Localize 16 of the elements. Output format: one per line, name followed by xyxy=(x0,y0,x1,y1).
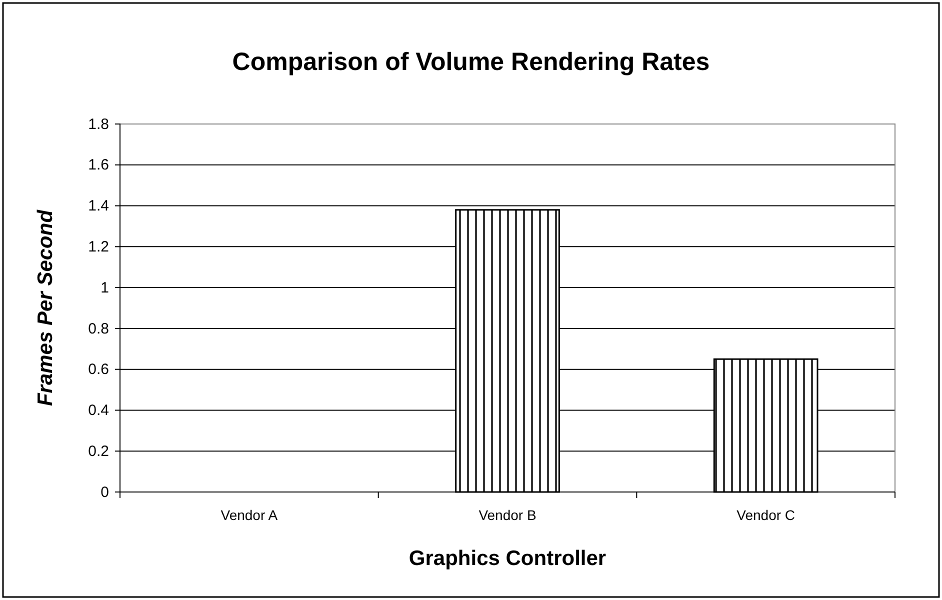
x-tick-label: Vendor C xyxy=(736,506,796,523)
chart-title: Comparison of Volume Rendering Rates xyxy=(232,48,710,76)
y-tick-label: 0.6 xyxy=(88,361,109,378)
y-tick-label: 1.8 xyxy=(88,116,109,133)
x-tick-label: Vendor A xyxy=(220,506,278,523)
y-tick-label: 0.2 xyxy=(88,442,109,460)
x-axis-title: Graphics Controller xyxy=(408,547,606,570)
x-tick-label: Vendor B xyxy=(478,506,536,523)
y-tick-label: 1.2 xyxy=(88,238,109,256)
y-tick-label: 1.6 xyxy=(88,156,109,174)
y-tick-label: 0.8 xyxy=(88,320,109,338)
y-tick-label: 0.4 xyxy=(88,402,109,420)
y-tick-label: 1 xyxy=(100,279,109,296)
y-axis-title: Frames Per Second xyxy=(34,208,57,406)
y-tick-label: 0 xyxy=(100,484,109,501)
y-tick-label: 1.4 xyxy=(88,198,109,215)
